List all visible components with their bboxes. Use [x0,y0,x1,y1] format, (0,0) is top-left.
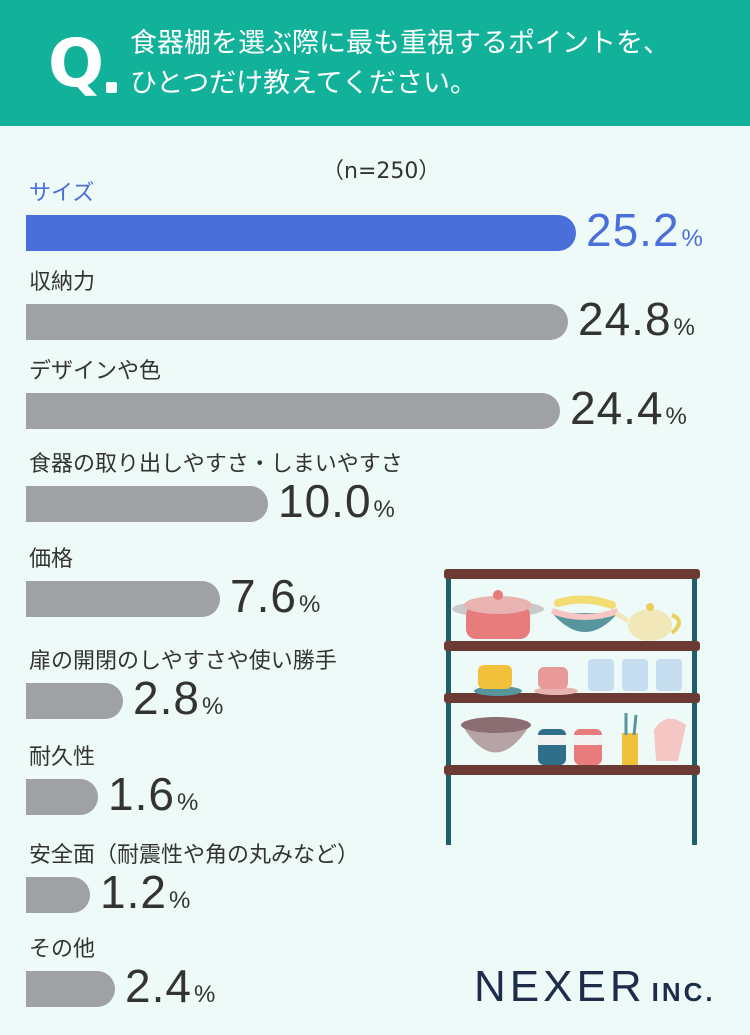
bar [26,393,560,429]
sample-size-label: （n=250） [322,159,441,184]
q-mark: Q [48,25,105,102]
data-label: 24.4% [570,382,687,434]
bar [26,304,568,340]
category-label: デザインや色 [29,359,162,384]
category-label: その他 [29,937,96,962]
data-label: 7.6% [230,570,321,622]
bar [26,215,576,251]
category-label: 扉の開閉のしやすさや使い勝手 [29,649,337,674]
category-label: サイズ [29,181,95,206]
data-label: 2.8% [133,672,224,724]
data-label: 1.2% [100,866,191,918]
cupboard-illustration [444,569,700,845]
question-text-line1: 食器棚を選ぶ際に最も重視するポイントを、 [130,28,670,59]
bar [26,779,98,815]
category-label: 耐久性 [29,745,96,770]
bar [26,683,123,719]
question-header: Q 食器棚を選ぶ際に最も重視するポイントを、 ひとつだけ教えてください。 [0,0,750,126]
category-label: 安全面（耐震性や角の丸みなど） [29,843,360,868]
data-label: 2.4% [125,960,216,1012]
bar [26,877,90,913]
data-label: 24.8% [578,293,695,345]
bar [26,971,115,1007]
category-label: 収納力 [29,270,96,295]
q-mark-dot [106,82,117,93]
data-label: 25.2% [586,204,703,256]
bar [26,486,268,522]
data-label: 10.0% [278,475,395,527]
category-label: 価格 [29,547,74,572]
question-text-line2: ひとつだけ教えてください。 [130,68,477,99]
bar [26,581,220,617]
data-label: 1.6% [108,768,199,820]
nexer-logo: NEXER INC. [474,962,716,1011]
category-label: 食器の取り出しやすさ・しまいやすさ [29,452,403,477]
